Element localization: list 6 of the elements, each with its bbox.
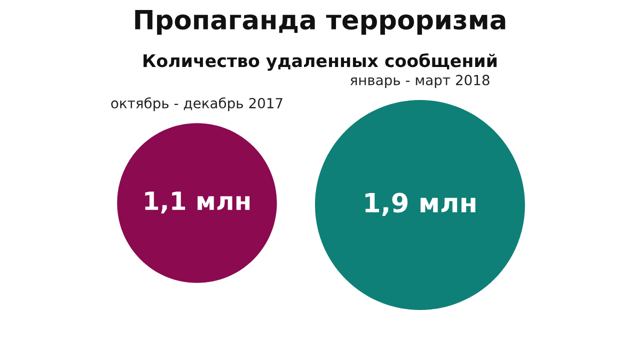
data-label: 1,9 млн [365, 192, 476, 216]
text: Количество удаленных сообщений [144, 53, 497, 71]
category-label: январь - март 2018 [350, 74, 490, 88]
data-label: 1,1 млн [145, 192, 250, 214]
category-label: октябрь - декабрь 2017 [111, 97, 282, 112]
text: Пропаганда терроризма [135, 10, 506, 35]
